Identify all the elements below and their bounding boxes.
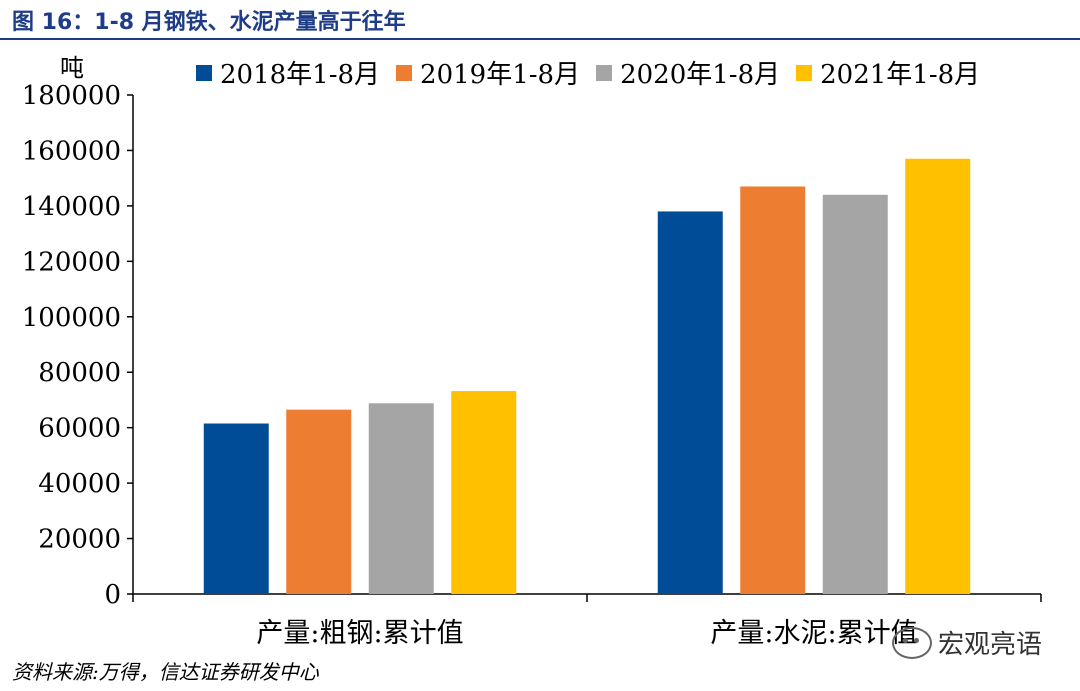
y-tick-label: 20000 — [38, 525, 121, 555]
bar-2019年1-8月-产量:水泥:累计值 — [740, 186, 806, 594]
bar-2020年1-8月-产量:粗钢:累计值 — [368, 403, 434, 594]
y-tick-label: 180000 — [22, 81, 121, 111]
legend-label-2020: 2020年1-8月 — [620, 60, 781, 90]
bar-2021年1-8月-产量:水泥:累计值 — [905, 158, 971, 594]
title-divider — [0, 38, 1080, 40]
y-axis-unit-label: 吨 — [60, 54, 84, 82]
legend-swatch-2018 — [196, 64, 212, 81]
y-tick-label: 160000 — [22, 136, 121, 166]
y-tick-label: 120000 — [22, 247, 121, 277]
legend-swatch-2021 — [796, 64, 813, 81]
x-category-label: 产量:粗钢:累计值 — [256, 618, 463, 649]
legend-item-2021: 2021年1-8月 — [796, 54, 980, 91]
bar-2019年1-8月-产量:粗钢:累计值 — [286, 409, 352, 594]
x-category-label: 产量:水泥:累计值 — [710, 618, 917, 649]
legend-item-2018: 2018年1-8月 — [196, 54, 380, 91]
y-tick-label: 60000 — [38, 414, 121, 444]
bar-2018年1-8月-产量:水泥:累计值 — [657, 211, 723, 594]
y-tick-label: 140000 — [22, 192, 121, 222]
legend-label-2021: 2021年1-8月 — [820, 60, 981, 90]
legend-item-2020: 2020年1-8月 — [596, 54, 780, 91]
source-note: 资料来源:万得，信达证券研发中心 — [12, 660, 319, 684]
figure-title: 图 16：1-8 月钢铁、水泥产量高于往年 — [12, 10, 406, 35]
bar-2020年1-8月-产量:水泥:累计值 — [822, 194, 888, 595]
chart-legend: 2018年1-8月 2019年1-8月 2020年1-8月 2021年1-8月 — [196, 54, 980, 91]
legend-swatch-2020 — [596, 64, 613, 81]
legend-swatch-2019 — [396, 64, 413, 81]
watermark-text: 宏观亮语 — [938, 630, 1043, 660]
legend-label-2018: 2018年1-8月 — [220, 60, 381, 90]
wechat-icon — [892, 626, 932, 659]
legend-item-2019: 2019年1-8月 — [396, 54, 580, 91]
watermark: 宏观亮语 — [892, 624, 1042, 661]
y-tick-label: 100000 — [22, 303, 121, 333]
y-tick-label: 40000 — [38, 469, 121, 499]
y-tick-label: 0 — [104, 580, 121, 610]
legend-label-2019: 2019年1-8月 — [420, 60, 581, 90]
bar-2021年1-8月-产量:粗钢:累计值 — [451, 391, 517, 594]
y-tick-label: 80000 — [38, 358, 121, 388]
bar-2018年1-8月-产量:粗钢:累计值 — [203, 423, 269, 594]
